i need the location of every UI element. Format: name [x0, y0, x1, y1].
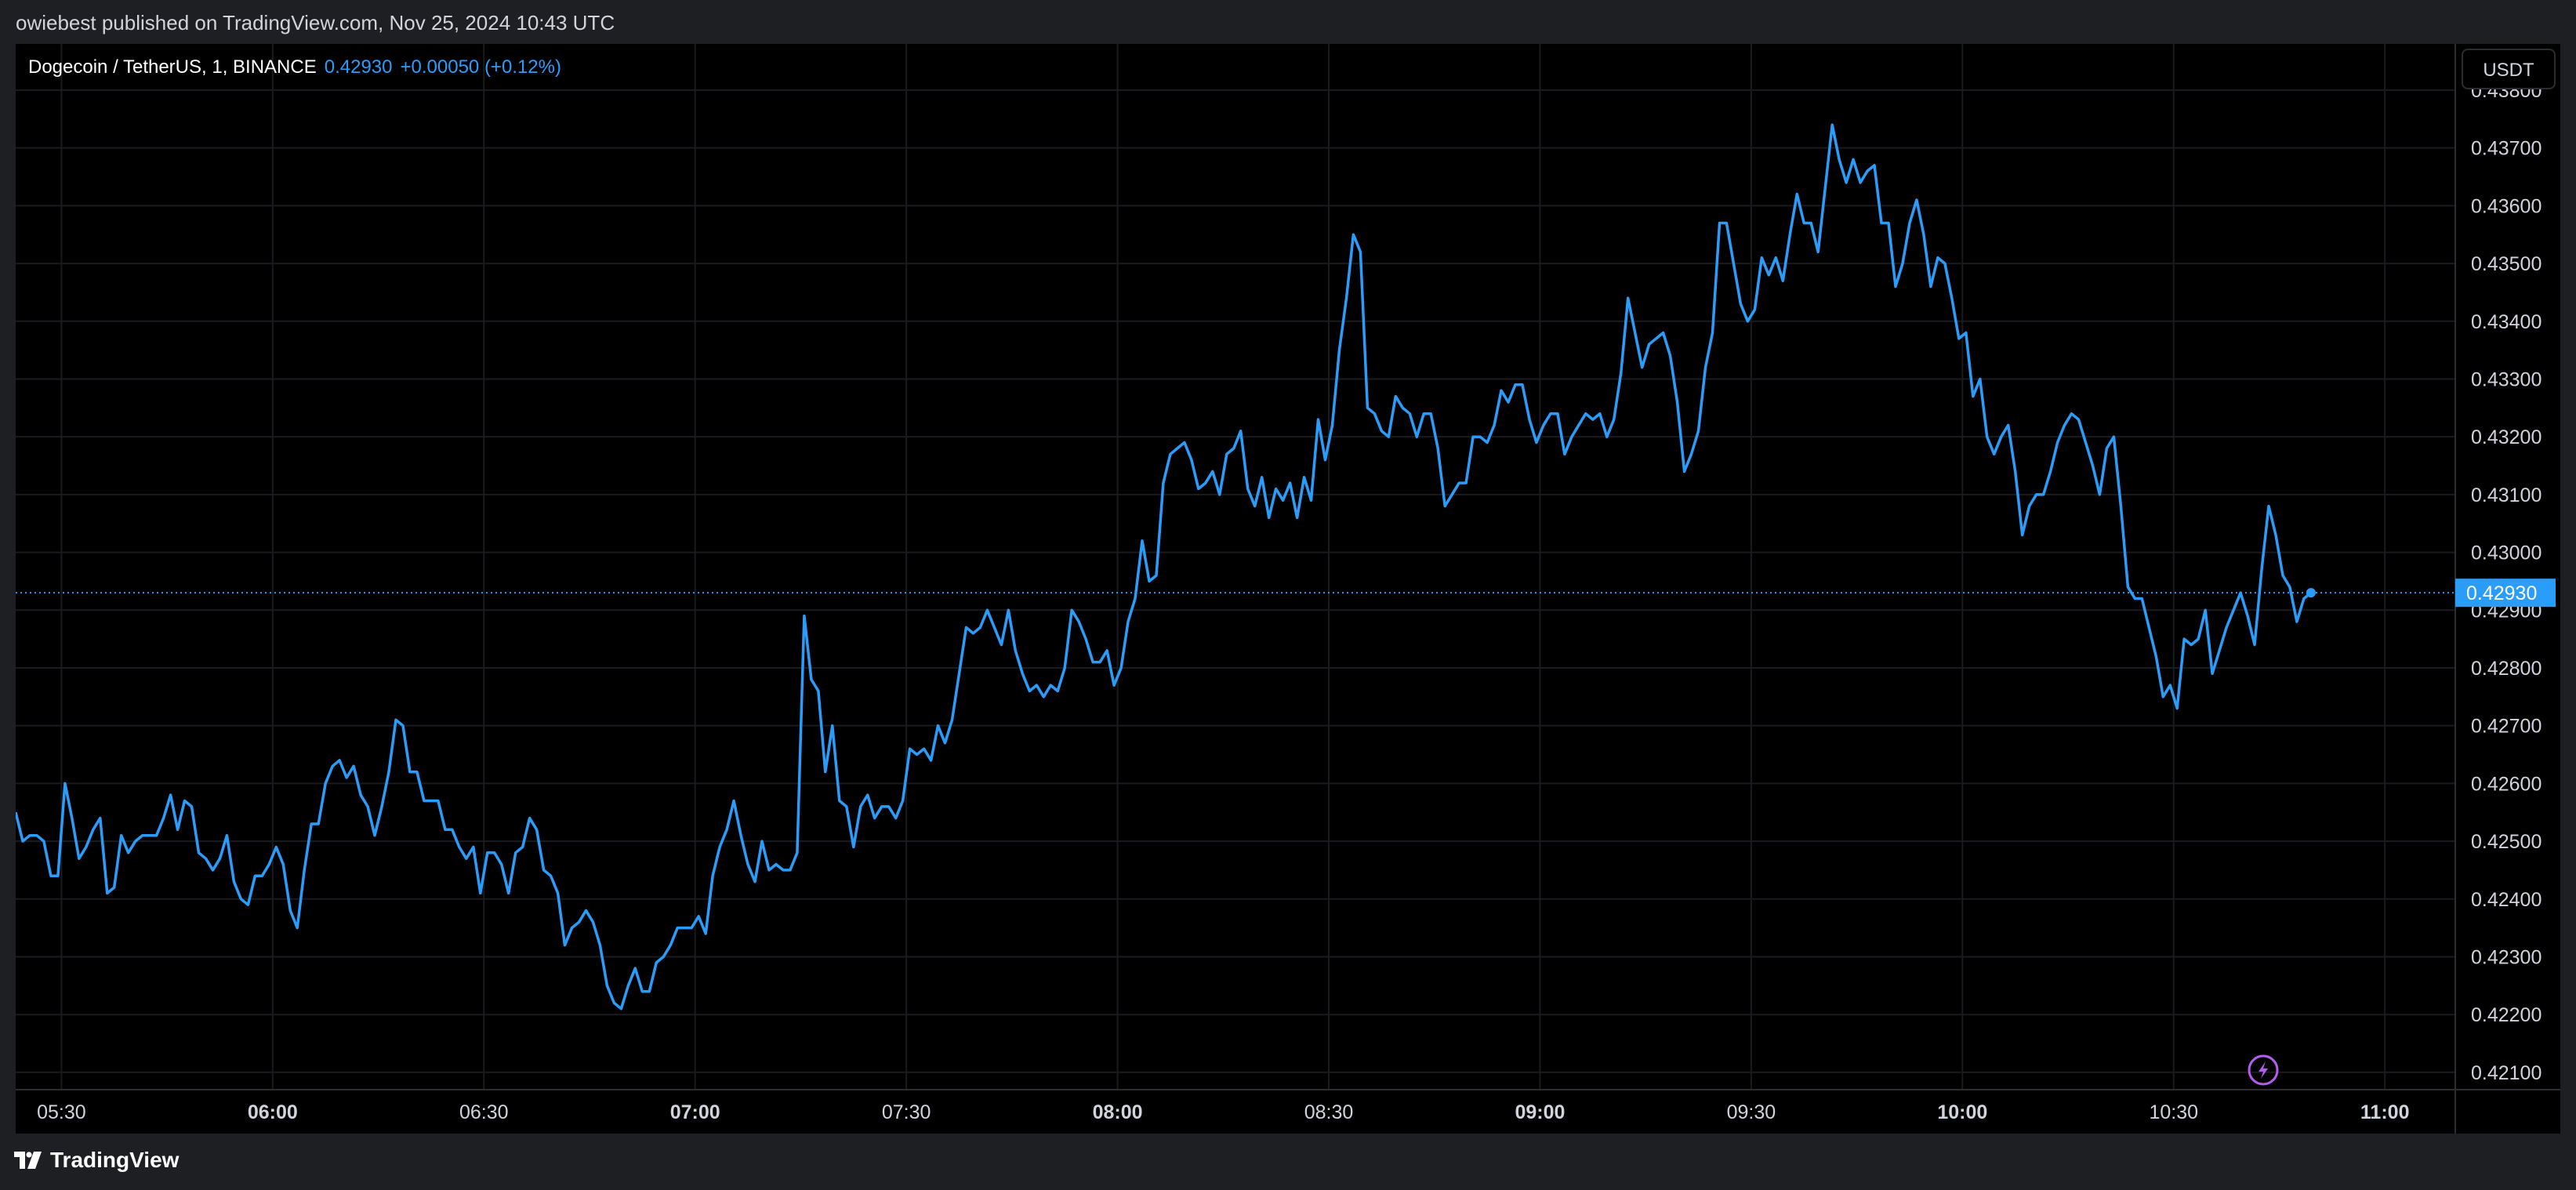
x-tick-label: 05:30 — [37, 1101, 86, 1123]
symbol-change: +0.00050 (+0.12%) — [400, 56, 562, 78]
y-tick-label: 0.43700 — [2471, 138, 2542, 160]
y-tick-label: 0.42300 — [2471, 946, 2542, 968]
last-price-marker: 0.42930 — [16, 579, 2556, 608]
x-tick-label: 10:00 — [1937, 1101, 1987, 1123]
price-series — [16, 123, 2313, 1010]
last-price-label: 0.42930 — [2466, 582, 2537, 604]
top-bar: owiebest published on TradingView.com, N… — [0, 0, 2576, 44]
tradingview-logo[interactable]: TradingView — [14, 1148, 179, 1173]
symbol-name[interactable]: Dogecoin / TetherUS, 1, BINANCE — [28, 56, 317, 78]
x-tick-label: 09:00 — [1515, 1101, 1565, 1123]
x-tick-label: 11:00 — [2360, 1101, 2410, 1123]
y-tick-label: 0.43100 — [2471, 484, 2542, 506]
y-tick-label: 0.43300 — [2471, 368, 2542, 390]
price-chart[interactable]: 05:30 06:00 06:30 07:00 07:30 08:00 08:30 09:00… — [16, 44, 2560, 1134]
price-line — [16, 123, 2313, 1010]
y-tick-label: 0.42400 — [2471, 889, 2542, 911]
footer: TradingView — [0, 1134, 2576, 1190]
y-tick-label: 0.43600 — [2471, 195, 2542, 217]
currency-button[interactable]: USDT — [2462, 49, 2556, 89]
y-tick-label: 0.43400 — [2471, 311, 2542, 333]
y-tick-label: 0.42800 — [2471, 658, 2542, 680]
y-tick-label: 0.42500 — [2471, 831, 2542, 853]
y-tick-label: 0.42600 — [2471, 773, 2542, 795]
x-tick-label: 06:30 — [459, 1101, 509, 1123]
lightning-icon[interactable] — [2248, 1054, 2279, 1086]
y-tick-label: 0.42200 — [2471, 1004, 2542, 1026]
symbol-price: 0.42930 — [324, 56, 393, 78]
x-tick-label: 07:30 — [882, 1101, 931, 1123]
x-tick-label: 08:30 — [1304, 1101, 1354, 1123]
y-tick-label: 0.43200 — [2471, 426, 2542, 448]
x-tick-label: 09:30 — [1727, 1101, 1776, 1123]
last-price-dot — [2306, 588, 2316, 598]
tradingview-logo-icon — [14, 1152, 42, 1169]
brand-name: TradingView — [50, 1148, 180, 1172]
last-price-tag — [2455, 579, 2556, 608]
y-axis: 0.438000.437000.436000.435000.434000.433… — [2454, 44, 2542, 1134]
y-tick-label: 0.43000 — [2471, 542, 2542, 564]
x-tick-label: 10:30 — [2149, 1101, 2198, 1123]
x-axis-band — [16, 1090, 2560, 1134]
chart-area[interactable]: 05:30 06:00 06:30 07:00 07:30 08:00 08:30 09:00… — [16, 44, 2560, 1134]
chart-grid — [16, 44, 2455, 1090]
x-tick-label: 07:00 — [670, 1101, 720, 1123]
x-tick-label: 08:00 — [1093, 1101, 1143, 1123]
x-axis: 05:30 06:00 06:30 07:00 07:30 08:00 08:30 09:00… — [16, 1089, 2560, 1134]
y-tick-label: 0.43500 — [2471, 253, 2542, 275]
publisher-info: owiebest published on TradingView.com, N… — [16, 11, 615, 34]
x-tick-label: 06:00 — [248, 1101, 298, 1123]
symbol-legend: Dogecoin / TetherUS, 1, BINANCE 0.42930 +0… — [28, 56, 561, 78]
y-tick-label: 0.42100 — [2471, 1062, 2542, 1084]
y-tick-label: 0.42700 — [2471, 716, 2542, 738]
